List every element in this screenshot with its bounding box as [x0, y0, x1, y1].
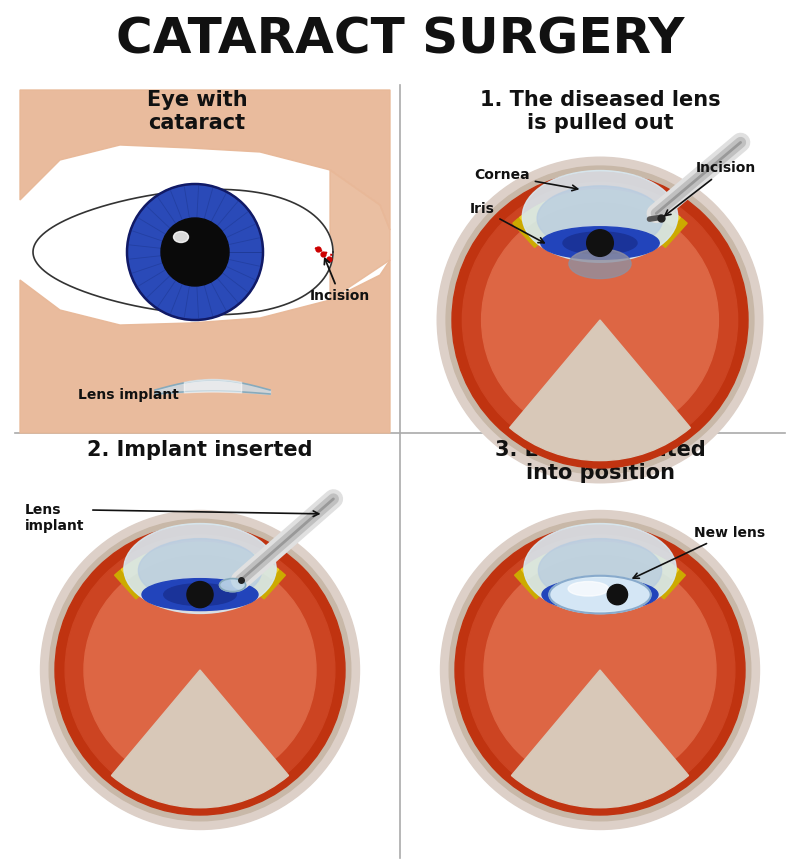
Text: Lens
implant: Lens implant	[25, 503, 85, 533]
Text: CATARACT SURGERY: CATARACT SURGERY	[116, 15, 684, 63]
Polygon shape	[20, 260, 390, 433]
Circle shape	[437, 158, 763, 483]
Circle shape	[586, 229, 614, 256]
Text: New lens: New lens	[633, 526, 766, 578]
Text: 3. Lens implanted
into position: 3. Lens implanted into position	[494, 440, 706, 483]
Circle shape	[65, 535, 335, 805]
Wedge shape	[514, 542, 686, 599]
Circle shape	[49, 520, 350, 821]
Circle shape	[41, 510, 359, 830]
Circle shape	[484, 554, 716, 786]
Polygon shape	[20, 90, 390, 230]
Text: Incision: Incision	[310, 258, 370, 303]
Wedge shape	[510, 320, 690, 461]
Wedge shape	[511, 670, 689, 808]
Circle shape	[187, 582, 213, 608]
Text: Lens implant: Lens implant	[78, 388, 179, 402]
Ellipse shape	[542, 578, 658, 611]
Text: Iris: Iris	[470, 203, 544, 242]
Ellipse shape	[537, 186, 663, 251]
Circle shape	[607, 585, 627, 604]
Ellipse shape	[538, 539, 662, 603]
Polygon shape	[33, 190, 333, 314]
Circle shape	[161, 218, 229, 286]
Ellipse shape	[164, 584, 236, 605]
Ellipse shape	[138, 539, 262, 603]
Circle shape	[455, 525, 745, 815]
Circle shape	[446, 166, 754, 474]
Text: Incision: Incision	[665, 161, 757, 216]
Text: 2. Implant inserted: 2. Implant inserted	[87, 440, 313, 460]
Wedge shape	[114, 542, 286, 599]
Circle shape	[441, 510, 759, 830]
Wedge shape	[513, 190, 687, 248]
Circle shape	[127, 184, 263, 320]
Wedge shape	[122, 542, 278, 578]
Ellipse shape	[563, 232, 637, 254]
Circle shape	[462, 183, 738, 457]
Ellipse shape	[541, 227, 659, 259]
Wedge shape	[111, 670, 289, 808]
Text: Cornea: Cornea	[474, 168, 578, 191]
Circle shape	[452, 172, 748, 468]
Circle shape	[84, 554, 316, 786]
Ellipse shape	[124, 524, 276, 613]
Polygon shape	[330, 170, 390, 300]
Text: Eye with
cataract: Eye with cataract	[146, 90, 247, 133]
Ellipse shape	[550, 576, 650, 613]
Ellipse shape	[219, 578, 246, 591]
Ellipse shape	[174, 231, 189, 242]
Text: 1. The diseased lens
is pulled out: 1. The diseased lens is pulled out	[480, 90, 720, 133]
Ellipse shape	[568, 582, 609, 596]
Circle shape	[55, 525, 345, 815]
Ellipse shape	[142, 578, 258, 611]
Ellipse shape	[524, 524, 676, 613]
Ellipse shape	[522, 171, 678, 262]
Circle shape	[450, 520, 751, 821]
Circle shape	[482, 202, 718, 438]
Ellipse shape	[569, 249, 631, 279]
Circle shape	[465, 535, 735, 805]
Wedge shape	[520, 190, 680, 227]
Wedge shape	[522, 542, 678, 578]
